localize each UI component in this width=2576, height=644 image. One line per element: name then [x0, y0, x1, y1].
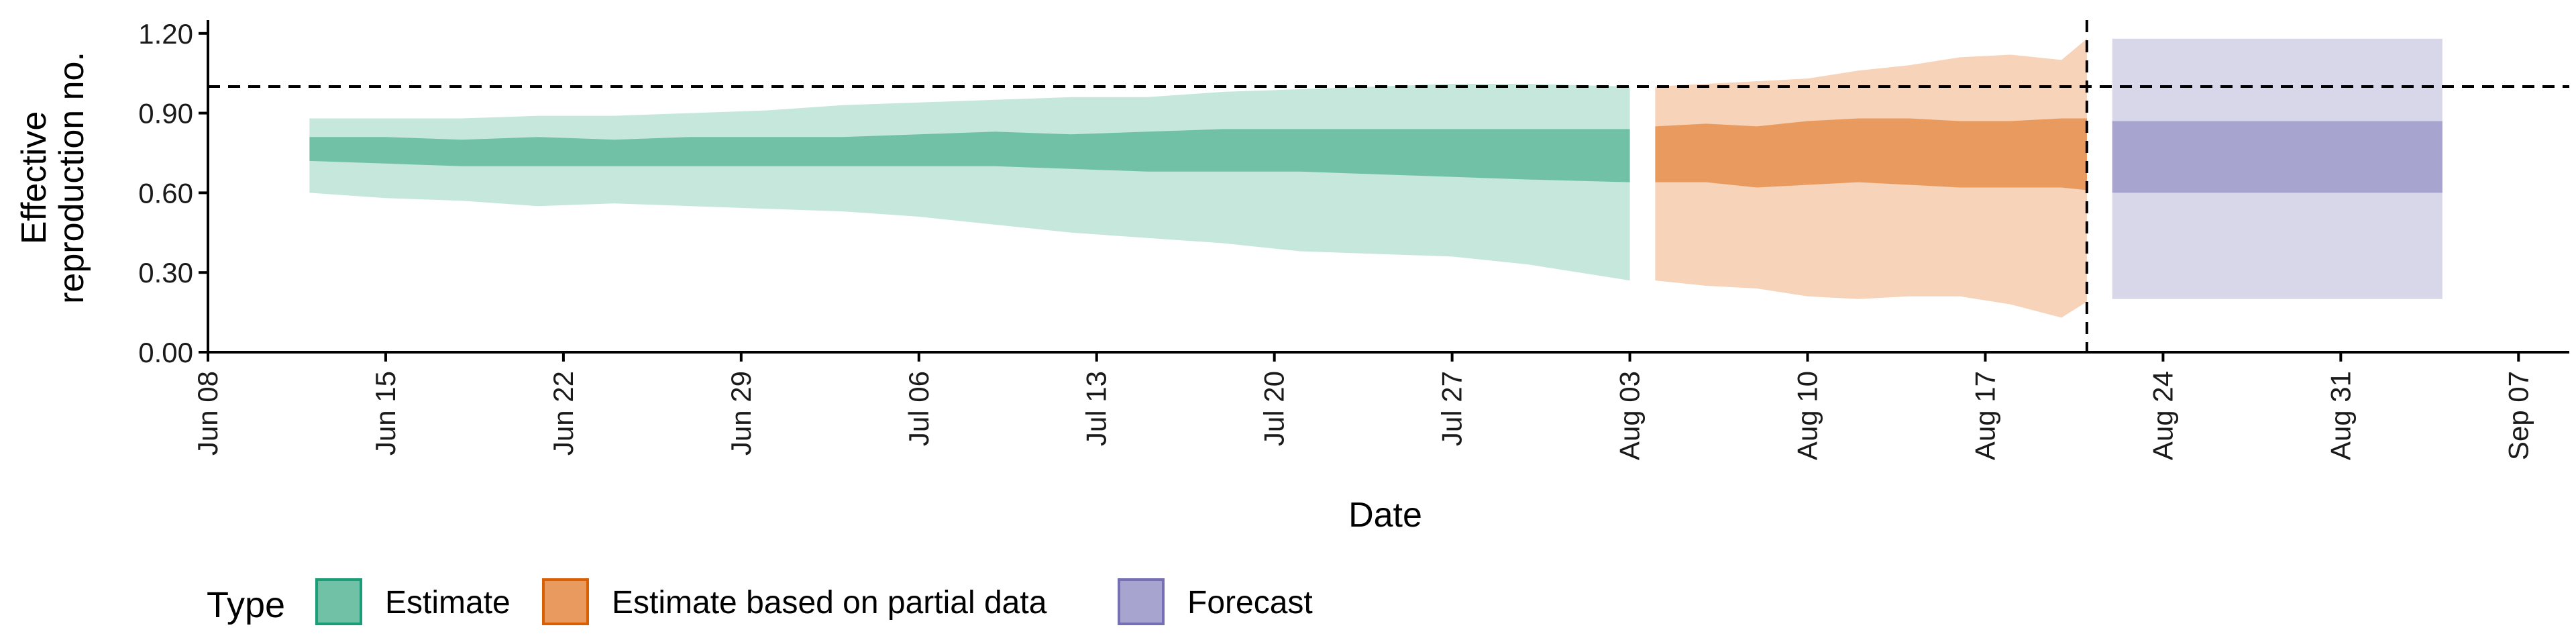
x-tick-label: Jun 15 — [370, 371, 401, 455]
legend-key-estimate-based-on-partial-data — [542, 578, 589, 625]
x-tick-label: Sep 07 — [2502, 371, 2534, 460]
x-tick-label: Jun 22 — [547, 371, 579, 455]
legend-key-estimate — [315, 578, 362, 625]
y-tick-label: 0.00 — [138, 337, 193, 368]
legend: Type Estimate Estimate based on partial d… — [207, 578, 1313, 625]
x-tick-label: Jun 08 — [192, 371, 223, 455]
x-tick-label: Jul 13 — [1081, 371, 1112, 446]
legend-label-estimate: Estimate — [385, 585, 511, 621]
y-axis-title-line-1: Effective — [15, 111, 54, 244]
x-tick-label: Aug 24 — [2147, 371, 2178, 460]
x-tick-label: Aug 31 — [2324, 371, 2356, 460]
y-axis: 0.00 0.30 0.60 0.90 1.20 — [138, 18, 209, 368]
estimate-band-50 — [309, 129, 1630, 182]
x-tick-label: Jul 20 — [1258, 371, 1290, 446]
y-tick-label: 1.20 — [138, 18, 193, 50]
y-axis-title-line-2: reproduction no. — [52, 52, 91, 304]
estimate-based-on-partial-data-band-50 — [1655, 118, 2087, 191]
legend-label-forecast: Forecast — [1187, 585, 1313, 621]
x-tick-label: Jul 06 — [903, 371, 934, 446]
x-tick-label: Aug 03 — [1614, 371, 1646, 460]
x-axis-title: Date — [1348, 496, 1422, 535]
estimate-band-90 — [309, 84, 1630, 281]
legend-label-estimate-based-on-partial-data: Estimate based on partial data — [612, 585, 1047, 621]
y-tick-label: 0.30 — [138, 257, 193, 288]
x-tick-label: Aug 17 — [1970, 371, 2001, 460]
legend-key-forecast — [1118, 578, 1165, 625]
x-axis: Jun 08 Jun 15 Jun 22 Jun 29 Jul 06 Jul 13 Jul … — [192, 351, 2569, 460]
x-tick-label: Jun 29 — [725, 371, 757, 455]
legend-title: Type — [207, 585, 285, 625]
estimate-bands — [309, 38, 2443, 318]
forecast-band-50 — [2112, 121, 2443, 193]
y-tick-label: 0.60 — [138, 177, 193, 209]
x-tick-label: Jul 27 — [1436, 371, 1468, 446]
y-axis-title: Effective reproduction no. — [15, 52, 91, 304]
x-tick-label: Aug 10 — [1792, 371, 1823, 460]
y-tick-label: 0.90 — [138, 98, 193, 129]
